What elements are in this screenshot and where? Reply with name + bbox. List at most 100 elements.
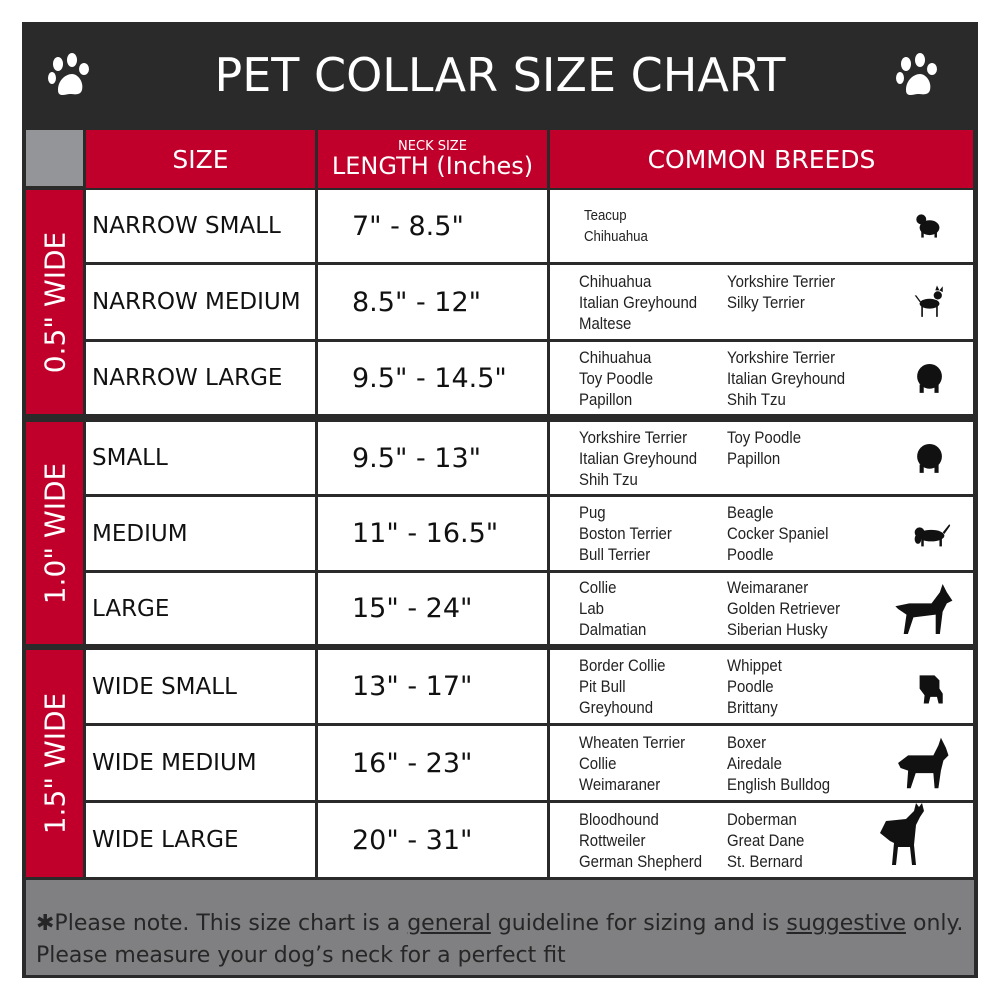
breeds-column-2: Beagle Cocker Spaniel Poodle: [727, 502, 828, 565]
breeds-column-2: Yorkshire Terrier Italian Greyhound Shih T…: [727, 347, 845, 410]
breed-name: Chihuahua: [579, 271, 652, 291]
breed-name: Papillon: [727, 448, 781, 468]
breed-name: Toy Poodle: [727, 427, 802, 447]
neck-length: 16" - 23": [352, 747, 473, 779]
length-cell: 20" - 31": [318, 803, 547, 877]
header-corner: [26, 130, 83, 186]
header-size-label: SIZE: [172, 144, 229, 174]
breeds-column-1: Chihuahua Toy Poodle Papillon: [579, 347, 653, 410]
breed-name: Cocker Spaniel: [727, 524, 829, 543]
pomeranian-icon: [917, 363, 942, 393]
note-underline-suggestive: suggestive: [786, 911, 906, 936]
breed-name: Italian Greyhound: [579, 292, 698, 312]
size-name: NARROW MEDIUM: [92, 289, 301, 315]
breed-name: Wheaten Terrier: [579, 732, 686, 752]
breeds-column-2: Toy Poodle Papillon: [727, 427, 801, 469]
breed-name: German Shepherd: [579, 851, 703, 871]
neck-length: 20" - 31": [352, 824, 473, 856]
length-cell: 9.5" - 13": [318, 422, 547, 494]
header-breeds-label: COMMON BREEDS: [647, 144, 876, 174]
breed-name: Italian Greyhound: [579, 448, 698, 468]
breeds-column-1: Wheaten Terrier Collie Weimaraner: [579, 732, 685, 795]
breed-name: Greyhound: [579, 698, 654, 717]
shepherd-icon: [895, 583, 953, 634]
size-name: WIDE SMALL: [92, 673, 237, 700]
breed-name: Yorkshire Terrier: [727, 271, 836, 291]
breeds-column-1: Bloodhound Rottweiler German Shepherd: [579, 809, 702, 872]
length-cell: 16" - 23": [318, 726, 547, 800]
size-name: WIDE LARGE: [92, 827, 239, 853]
breed-name: Collie: [579, 753, 617, 773]
bulldog-icon: [919, 674, 943, 704]
breed-name: Shih Tzu: [727, 389, 786, 409]
breeds-column-1: Yorkshire Terrier Italian Greyhound Shih T…: [579, 427, 697, 490]
width-group-text: 0.5" WIDE: [38, 231, 72, 373]
breeds-column-1: Pug Boston Terrier Bull Terrier: [579, 502, 672, 565]
yorkie-icon: [916, 214, 940, 238]
breed-name: Lab: [579, 599, 604, 618]
note-text: ✱Please note. This size chart is a: [36, 911, 408, 936]
breed-name: Poodle: [727, 677, 774, 696]
size-cell: WIDE MEDIUM: [86, 726, 315, 800]
breeds-column-2: Whippet Poodle Brittany: [727, 655, 782, 718]
header-neck-size-label: NECK SIZE: [398, 138, 467, 154]
width-group-text: 1.0" WIDE: [38, 462, 72, 604]
size-cell: NARROW SMALL: [86, 190, 315, 262]
size-name: SMALL: [92, 445, 168, 471]
note-underline-general: general: [407, 911, 491, 936]
chihuahua-icon: [914, 285, 943, 317]
breed-name: Yorkshire Terrier: [579, 427, 688, 447]
width-group-label: 1.5" WIDE: [26, 650, 83, 877]
breed-name: English Bulldog: [727, 774, 831, 794]
breeds-cell: Chihuahua Toy Poodle Papillon Yorkshire Ter…: [550, 342, 973, 414]
size-name: MEDIUM: [92, 520, 188, 547]
doberman-icon: [880, 803, 924, 865]
paw-icon: [48, 53, 89, 95]
breed-name: Border Collie: [579, 656, 666, 675]
breed-name: St. Bernard: [727, 851, 803, 871]
breeds-column-2: Doberman Great Dane St. Bernard: [727, 809, 804, 872]
size-name: WIDE MEDIUM: [92, 750, 257, 776]
width-group-label: 1.0" WIDE: [26, 422, 83, 644]
size-cell: NARROW LARGE: [86, 342, 315, 414]
paw-icon: [896, 53, 937, 95]
breeds-column-2: Yorkshire Terrier Silky Terrier: [727, 271, 835, 313]
breeds-column-1: Collie Lab Dalmatian: [579, 577, 646, 640]
breed-name: Pug: [579, 503, 606, 522]
length-cell: 9.5" - 14.5": [318, 342, 547, 414]
breed-name: Toy Poodle: [579, 368, 654, 388]
breed-name: Bull Terrier: [579, 545, 651, 564]
breed-name: Silky Terrier: [727, 292, 805, 312]
neck-length: 7" - 8.5": [352, 210, 464, 242]
neck-length: 13" - 17": [352, 671, 473, 702]
breeds-cell: Bloodhound Rottweiler German Shepherd Dober…: [550, 803, 973, 877]
breed-name: Whippet: [727, 656, 782, 675]
pomeranian-icon: [917, 443, 942, 473]
neck-length: 11" - 16.5": [352, 518, 499, 549]
spaniel-icon: [914, 523, 951, 546]
breeds-cell: Pug Boston Terrier Bull Terrier Beagle Cocke…: [550, 497, 973, 570]
breeds-cell: Wheaten Terrier Collie Weimaraner Boxer Aire…: [550, 726, 973, 800]
breed-name: Weimaraner: [579, 774, 661, 794]
breeds-column-1: Border Collie Pit Bull Greyhound: [579, 655, 665, 718]
page-title: PET COLLAR SIZE CHART: [214, 48, 786, 102]
breed-name: Shih Tzu: [579, 469, 638, 489]
breed-name: Chihuahua: [584, 228, 648, 245]
header-length-label: LENGTH (Inches): [331, 151, 534, 180]
size-cell: LARGE: [86, 573, 315, 644]
breeds-column-1: Teacup Chihuahua: [584, 205, 648, 247]
neck-length: 9.5" - 13": [352, 442, 482, 474]
breed-name: Brittany: [727, 698, 778, 717]
breed-name: Collie: [579, 578, 617, 597]
header-breeds: COMMON BREEDS: [550, 130, 973, 188]
size-cell: NARROW MEDIUM: [86, 265, 315, 339]
breeds-cell: Border Collie Pit Bull Greyhound Whippet Poo…: [550, 650, 973, 723]
pitbull-icon: [898, 737, 949, 789]
breed-name: Pit Bull: [579, 677, 626, 696]
breed-name: Doberman: [727, 809, 797, 829]
size-cell: SMALL: [86, 422, 315, 494]
breeds-column-2: Boxer Airedale English Bulldog: [727, 732, 830, 795]
footer-note: ✱Please note. This size chart is a gener…: [26, 880, 974, 975]
breed-name: Italian Greyhound: [727, 368, 846, 388]
neck-length: 8.5" - 12": [352, 286, 482, 318]
